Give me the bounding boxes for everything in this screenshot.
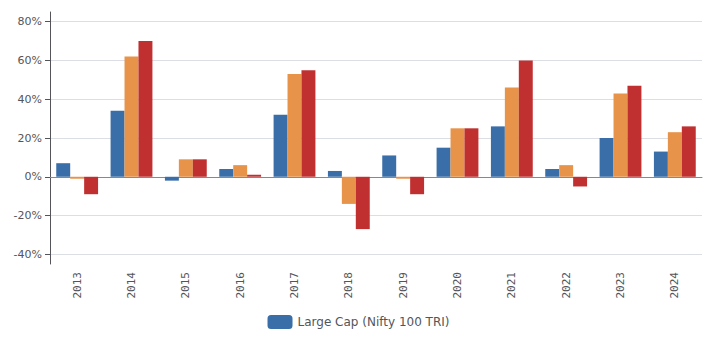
svg-text:2021: 2021: [505, 272, 518, 299]
svg-text:2016: 2016: [234, 272, 247, 299]
svg-text:2013: 2013: [71, 272, 84, 299]
svg-text:2017: 2017: [288, 272, 301, 299]
svg-text:60%: 60%: [18, 54, 42, 67]
svg-text:2023: 2023: [614, 272, 627, 299]
svg-text:0%: 0%: [25, 170, 42, 183]
svg-text:2024: 2024: [668, 272, 681, 299]
svg-text:Large Cap (Nifty 100 TRI): Large Cap (Nifty 100 TRI): [298, 315, 450, 329]
svg-text:2020: 2020: [451, 272, 464, 299]
svg-text:40%: 40%: [18, 93, 42, 106]
svg-text:2022: 2022: [560, 272, 573, 299]
svg-text:2019: 2019: [397, 272, 410, 299]
svg-text:2014: 2014: [125, 272, 138, 299]
svg-text:2018: 2018: [342, 272, 355, 299]
svg-text:2015: 2015: [179, 272, 192, 299]
svg-text:20%: 20%: [18, 132, 42, 145]
svg-text:-20%: -20%: [14, 209, 42, 222]
svg-text:-40%: -40%: [14, 248, 42, 261]
svg-text:80%: 80%: [18, 15, 42, 28]
